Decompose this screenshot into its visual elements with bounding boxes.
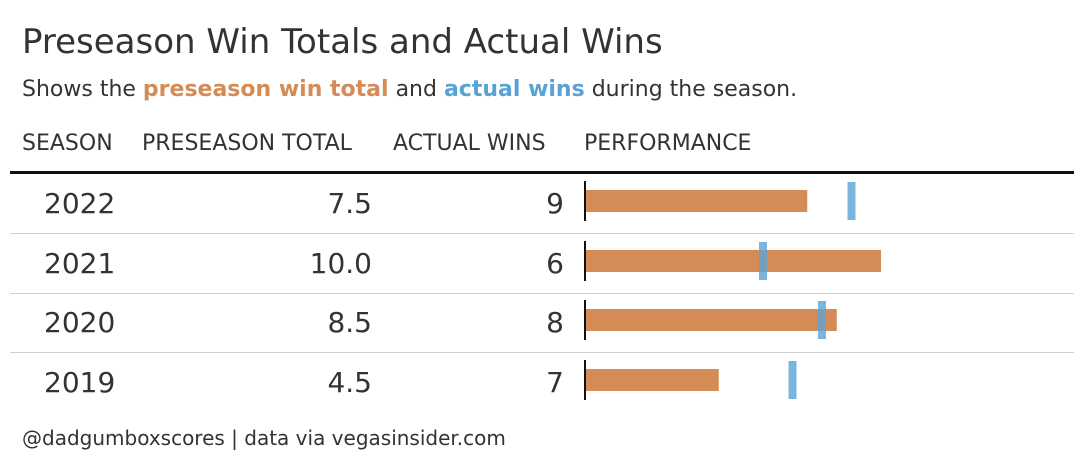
subtitle-suffix: during the season. bbox=[591, 77, 798, 102]
actual-wins-marker-2020 bbox=[818, 301, 826, 339]
cell-actual-wins: 8 bbox=[546, 306, 564, 339]
preseason-bar-2019 bbox=[586, 369, 719, 391]
cell-preseason-total: 7.5 bbox=[327, 187, 372, 220]
source-credit: @dadgumboxscores | data via vegasinsider… bbox=[22, 426, 506, 450]
row-divider bbox=[10, 233, 1074, 234]
cell-season: 2020 bbox=[44, 306, 116, 339]
actual-wins-marker-2022 bbox=[847, 182, 856, 220]
column-header-actual-wins: ACTUAL WINS bbox=[393, 131, 546, 156]
cell-preseason-total: 8.5 bbox=[327, 306, 372, 339]
cell-actual-wins: 7 bbox=[546, 366, 564, 399]
subtitle-middle: and bbox=[395, 77, 437, 102]
column-header-preseason-total: PRESEASON TOTAL bbox=[142, 131, 352, 156]
cell-season: 2019 bbox=[44, 366, 116, 399]
actual-wins-marker-2019 bbox=[788, 361, 797, 399]
row-divider bbox=[10, 293, 1074, 294]
column-header-season: SEASON bbox=[22, 131, 113, 156]
cell-actual-wins: 9 bbox=[546, 187, 564, 220]
chart-title: Preseason Win Totals and Actual Wins bbox=[22, 22, 663, 62]
header-rule bbox=[10, 171, 1074, 174]
cell-actual-wins: 6 bbox=[546, 247, 564, 280]
subtitle-highlight-preseason: preseason win total bbox=[142, 77, 389, 102]
preseason-bar-2020 bbox=[586, 309, 837, 331]
chart-subtitle: Shows the preseason win total and actual… bbox=[22, 77, 797, 102]
subtitle-highlight-actual: actual wins bbox=[443, 77, 585, 102]
preseason-bar-2021 bbox=[586, 250, 881, 272]
row-divider bbox=[10, 352, 1074, 353]
cell-season: 2021 bbox=[44, 247, 116, 280]
cell-preseason-total: 10.0 bbox=[309, 247, 372, 280]
subtitle-prefix: Shows the bbox=[22, 77, 136, 102]
actual-wins-marker-2021 bbox=[759, 242, 767, 280]
column-header-performance: PERFORMANCE bbox=[584, 131, 752, 156]
cell-season: 2022 bbox=[44, 187, 116, 220]
preseason-bar-2022 bbox=[586, 190, 808, 212]
cell-preseason-total: 4.5 bbox=[327, 366, 372, 399]
